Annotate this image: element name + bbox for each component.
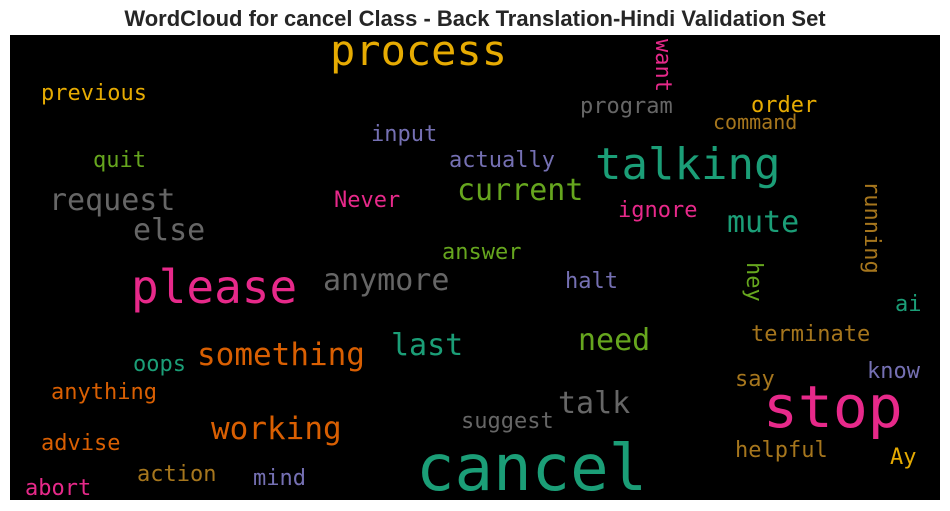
word-advise: advise (41, 431, 120, 456)
wordcloud-canvas: cancel stop please process talking something w… (10, 35, 940, 500)
word-stop: stop (763, 373, 903, 441)
word-working: working (211, 411, 342, 447)
word-please: please (131, 260, 297, 314)
word-terminate: terminate (751, 322, 870, 347)
word-mute: mute (727, 205, 799, 240)
word-never: Never (334, 188, 400, 213)
word-actually: actually (449, 148, 555, 173)
word-input: input (371, 122, 437, 147)
word-abort: abort (25, 476, 91, 500)
word-running: running (859, 181, 884, 274)
word-anymore: anymore (323, 263, 449, 298)
word-know: know (867, 359, 921, 384)
word-command: command (713, 110, 797, 134)
word-halt: halt (565, 269, 618, 294)
word-mind: mind (253, 466, 306, 491)
word-answer: answer (442, 240, 521, 265)
word-oops: oops (133, 352, 186, 377)
word-something: something (197, 337, 365, 373)
word-say: say (735, 367, 775, 392)
word-helpful: helpful (735, 438, 828, 463)
word-process: process (330, 35, 507, 75)
word-request: request (49, 183, 175, 218)
word-talking: talking (595, 139, 780, 190)
word-last: last (391, 328, 463, 363)
word-want: want (650, 39, 675, 92)
word-anything: anything (51, 380, 157, 405)
wordcloud-svg: cancel stop please process talking something w… (25, 35, 922, 500)
word-cancel: cancel (416, 432, 647, 500)
word-else: else (133, 213, 205, 248)
word-hey: hey (741, 262, 766, 302)
word-ay: Ay (890, 445, 917, 470)
word-talk: talk (558, 386, 630, 421)
word-order: order (751, 93, 817, 118)
word-previous: previous (41, 81, 147, 106)
word-action: action (137, 462, 216, 487)
word-program: program (580, 94, 673, 119)
word-ai: ai (895, 292, 922, 317)
word-quit: quit (93, 148, 146, 173)
word-need: need (578, 323, 650, 358)
chart-title: WordCloud for cancel Class - Back Transl… (124, 6, 826, 31)
word-suggest: suggest (461, 409, 554, 434)
word-current: current (457, 173, 583, 208)
word-ignore: ignore (618, 198, 697, 223)
